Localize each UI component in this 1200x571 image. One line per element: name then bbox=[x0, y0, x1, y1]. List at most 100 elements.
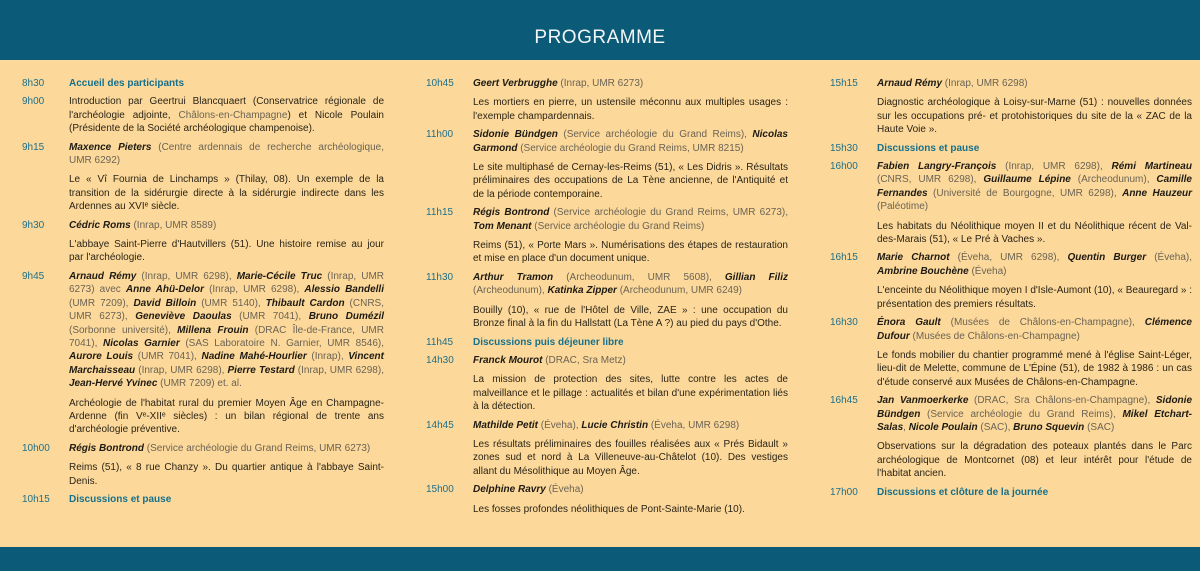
speaker-name: Nadine Mahé-Hourlier bbox=[201, 351, 307, 363]
speaker-name: Sidonie Bündgen bbox=[473, 129, 558, 141]
speaker-name: Anne Ahü-Delor bbox=[125, 284, 204, 296]
speaker-name: Ambrine Bouchène bbox=[877, 265, 969, 277]
speakers: Maxence Pieters (Centre ardennais de rec… bbox=[69, 141, 384, 168]
affiliation: (Inrap), bbox=[306, 351, 349, 363]
affiliation: (DRAC Île-de-France, UMR 7041), bbox=[69, 324, 384, 349]
speaker-name: Camille Fernandes bbox=[877, 174, 1192, 199]
speaker-name: Nicolas Garmond bbox=[473, 129, 788, 154]
time-slot: 9h00 bbox=[22, 96, 45, 108]
speaker-name: Anne Hauzeur bbox=[1122, 187, 1193, 199]
programme-entry: 15h00 Delphine Ravry (Éveha) Les fosses pr… bbox=[426, 483, 788, 516]
programme-entry: 11h15 Régis Bontrond (Service archéologie… bbox=[426, 206, 788, 266]
talk-title: Les fosses profondes néolithiques de Pon… bbox=[473, 503, 745, 515]
affiliation: Châlons-en-Champagne bbox=[178, 109, 288, 121]
affiliation: (UMR 7209), bbox=[69, 297, 134, 309]
affiliation: (Inrap, UMR 6273) bbox=[557, 78, 644, 89]
intro-text: ) et Nicole Poulain (Présidente de la So… bbox=[69, 109, 384, 135]
speaker-name: Énora Gault bbox=[877, 317, 941, 329]
programme-entry: 10h45 Geert Verbrugghe (Inrap, UMR 6273) L… bbox=[426, 77, 788, 123]
time-slot: 11h00 bbox=[426, 129, 454, 141]
affiliation: (Archeodunum), bbox=[1070, 174, 1157, 186]
affiliation: (UMR 5140), bbox=[196, 297, 266, 309]
affiliation: (Inrap, UMR 6298), bbox=[136, 270, 237, 282]
affiliation: (Service archéologie du Grand Reims), bbox=[557, 129, 753, 141]
speaker-name: Pierre Testard bbox=[227, 364, 295, 376]
programme-entry: 9h30 Cédric Roms (Inrap, UMR 8589) L'abbay… bbox=[22, 219, 384, 265]
affiliation: (Service archéologie du Grand Reims) bbox=[531, 220, 705, 232]
speakers: Énora Gault (Musées de Châlons-en-Champa… bbox=[877, 316, 1192, 343]
break-label: Discussions et pause bbox=[69, 493, 172, 505]
speaker-name: Régis Bontrond bbox=[473, 207, 550, 219]
speaker-name: Katinka Zipper bbox=[547, 285, 617, 297]
time-slot: 16h00 bbox=[830, 161, 858, 173]
time-slot: 10h15 bbox=[22, 493, 50, 505]
affiliation: (Musées de Châlons-en-Champagne) bbox=[909, 330, 1080, 342]
speakers: Franck Mourot (DRAC, Sra Metz) bbox=[473, 354, 788, 367]
time-slot: 15h15 bbox=[830, 78, 858, 89]
speaker-name: Fabien Langry-François bbox=[877, 161, 997, 173]
affiliation: (Service archéologie du Grand Reims, UMR… bbox=[517, 142, 744, 154]
speaker-name: Mathilde Petit bbox=[473, 419, 539, 431]
programme-entry: 8h30 Accueil des participants bbox=[22, 77, 384, 90]
time-slot: 15h30 bbox=[830, 142, 858, 154]
speaker-name: Vincent Marchaisseau bbox=[69, 351, 384, 376]
affiliation: (Inrap, UMR 6298) bbox=[942, 78, 1028, 89]
speakers: Arnaud Rémy (Inrap, UMR 6298) bbox=[877, 77, 1192, 90]
affiliation: (Archeodunum, UMR 6249) bbox=[616, 285, 743, 297]
affiliation: (Éveha, UMR 6298), bbox=[949, 252, 1068, 264]
time-slot: 16h30 bbox=[830, 317, 858, 329]
talk-title: L'enceinte du Néolithique moyen I d'Isle… bbox=[877, 285, 1192, 310]
speakers: Arthur Tramon (Archeodunum, UMR 5608), G… bbox=[473, 271, 788, 298]
time-slot: 16h15 bbox=[830, 252, 858, 264]
affiliation: (UMR 7209) et. al. bbox=[157, 378, 242, 390]
speakers: Régis Bontrond (Service archéologie du G… bbox=[69, 442, 384, 455]
programme-entry: 9h45 Arnaud Rémy (Inrap, UMR 6298), Marie… bbox=[22, 270, 384, 437]
affiliation: (Éveha), bbox=[1146, 252, 1192, 264]
programme-entry: 10h15 Discussions et pause bbox=[22, 493, 384, 506]
time-slot: 9h45 bbox=[22, 270, 45, 282]
affiliation: (Inrap, UMR 8589) bbox=[130, 219, 217, 231]
affiliation: (SAC) bbox=[1084, 421, 1115, 433]
speakers: Fabien Langry-François (Inrap, UMR 6298)… bbox=[877, 160, 1192, 214]
programme-entry: 17h00 Discussions et clôture de la journé… bbox=[830, 486, 1192, 499]
speaker-name: Millena Frouin bbox=[177, 324, 249, 336]
speakers: Delphine Ravry (Éveha) bbox=[473, 483, 788, 496]
speaker-name: Bruno Squevin bbox=[1013, 421, 1085, 433]
speaker-name: Clémence Dufour bbox=[877, 317, 1192, 342]
speaker-name: Régis Bontrond bbox=[69, 442, 144, 454]
programme-entry: 11h30 Arthur Tramon (Archeodunum, UMR 560… bbox=[426, 271, 788, 331]
speaker-name: Arthur Tramon bbox=[473, 271, 554, 283]
affiliation: (UMR 7041), bbox=[133, 351, 202, 363]
time-slot: 9h30 bbox=[22, 219, 45, 231]
affiliation: (Musées de Châlons-en-Champagne), bbox=[940, 317, 1145, 329]
time-slot: 10h45 bbox=[426, 78, 454, 89]
speaker-name: Jan Vanmoerkerke bbox=[877, 395, 969, 407]
speaker-name: Arnaud Rémy bbox=[877, 78, 943, 89]
intro-text: Introduction par Geertrui Blancquaert (C… bbox=[69, 96, 384, 121]
affiliation: (Centre ardennais de recherche archéolog… bbox=[69, 141, 384, 167]
time-slot: 14h45 bbox=[426, 419, 454, 431]
programme-column-3: 15h15 Arnaud Rémy (Inrap, UMR 6298) Diagno… bbox=[830, 77, 1192, 504]
programme-entry: 16h15 Marie Charnot (Éveha, UMR 6298), Qu… bbox=[830, 251, 1192, 311]
time-slot: 11h30 bbox=[426, 271, 454, 283]
footer-band bbox=[0, 547, 1200, 571]
speaker-name: Guillaume Lépine bbox=[983, 174, 1071, 186]
speaker-name: Bruno Dumézil bbox=[308, 311, 385, 323]
talk-title: L'abbaye Saint-Pierre d'Hautvillers (51)… bbox=[69, 239, 384, 264]
programme-entry: 16h45 Jan Vanmoerkerke (DRAC, Sra Châlons… bbox=[830, 394, 1192, 480]
affiliation: (Service archéologie du Grand Reims), bbox=[920, 408, 1123, 420]
speakers: Marie Charnot (Éveha, UMR 6298), Quentin… bbox=[877, 251, 1192, 278]
time-slot: 9h15 bbox=[22, 141, 45, 153]
speaker-name: David Billoin bbox=[133, 297, 197, 309]
break-label: Discussions et pause bbox=[877, 142, 980, 154]
time-slot: 16h45 bbox=[830, 395, 858, 407]
affiliation: (Sorbonne université), bbox=[69, 324, 178, 336]
time-slot: 15h00 bbox=[426, 484, 454, 496]
speaker-name: Geert Verbrugghe bbox=[473, 78, 558, 89]
programme-column-1: 8h30 Accueil des participants 9h00 Introduc… bbox=[22, 77, 384, 511]
talk-title: La mission de protection des sites, lutt… bbox=[473, 374, 788, 413]
talk-title: Le fonds mobilier du chantier programmé … bbox=[877, 349, 1192, 388]
affiliation: (Inrap, UMR 6273) avec bbox=[69, 270, 385, 296]
programme-entry: 14h30 Franck Mourot (DRAC, Sra Metz) La mi… bbox=[426, 354, 788, 414]
speaker-name: Lucie Christin bbox=[581, 419, 649, 431]
